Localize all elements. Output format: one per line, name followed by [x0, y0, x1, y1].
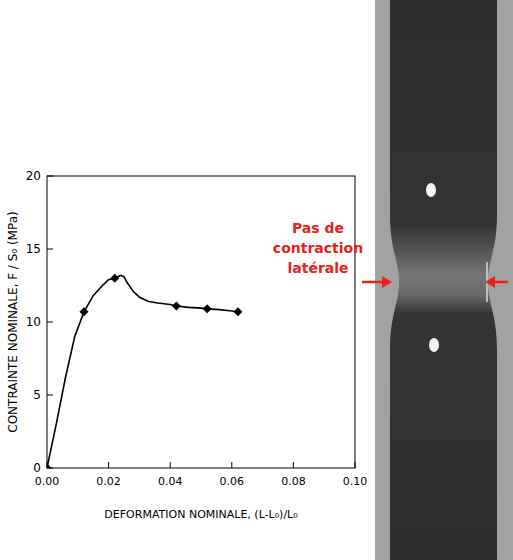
gauge-mark — [429, 338, 439, 352]
x-tick-label: 0.06 — [220, 475, 245, 488]
plot-frame — [47, 176, 355, 468]
y-tick-label: 20 — [26, 169, 41, 183]
y-tick-label: 15 — [26, 242, 41, 256]
x-tick-label: 0.04 — [158, 475, 183, 488]
y-tick-label: 10 — [26, 315, 41, 329]
plot-area — [47, 274, 242, 468]
marker — [233, 307, 242, 316]
y-tick — [47, 322, 53, 323]
arrow-right — [493, 281, 508, 284]
x-axis-title: DEFORMATION NOMINALE, (L-L₀)/L₀ — [104, 508, 298, 521]
marker — [47, 464, 52, 469]
x-tick-label: 0.08 — [281, 475, 306, 488]
specimen — [390, 0, 497, 560]
figure: 0.00 0.02 0.04 0.06 0.08 0.10 0 5 10 15 20 DEFORMAT… — [0, 0, 513, 560]
chart: 0.00 0.02 0.04 0.06 0.08 0.10 0 5 10 15 20 DEFORMAT… — [6, 169, 367, 521]
annotation: Pas decontractionlatérale — [273, 220, 363, 276]
marker — [172, 301, 181, 310]
specimen-photo — [375, 0, 513, 560]
marker — [79, 307, 88, 316]
x-tick — [231, 462, 232, 468]
arrows — [362, 276, 508, 288]
arrow-right-head — [485, 276, 495, 288]
y-tick-label: 5 — [33, 388, 41, 402]
arrow-left-head — [382, 276, 392, 288]
x-tick-label: 0.00 — [35, 475, 60, 488]
x-tick — [355, 462, 356, 468]
marker — [203, 304, 212, 313]
y-tick — [47, 395, 53, 396]
y-tick — [47, 176, 53, 177]
x-tick-label: 0.10 — [343, 475, 368, 488]
y-axis-title: CONTRAINTE NOMINALE, F / S₀ (MPa) — [6, 211, 20, 432]
gauge-mark — [426, 183, 436, 197]
y-tick — [47, 249, 53, 250]
y-tick-label: 0 — [33, 461, 41, 475]
marker — [110, 274, 119, 283]
x-tick — [108, 462, 109, 468]
arrow-left — [362, 281, 384, 284]
x-tick — [293, 462, 294, 468]
photo-background — [375, 0, 513, 560]
curve — [47, 275, 238, 468]
x-tick — [170, 462, 171, 468]
x-tick-label: 0.02 — [96, 475, 121, 488]
